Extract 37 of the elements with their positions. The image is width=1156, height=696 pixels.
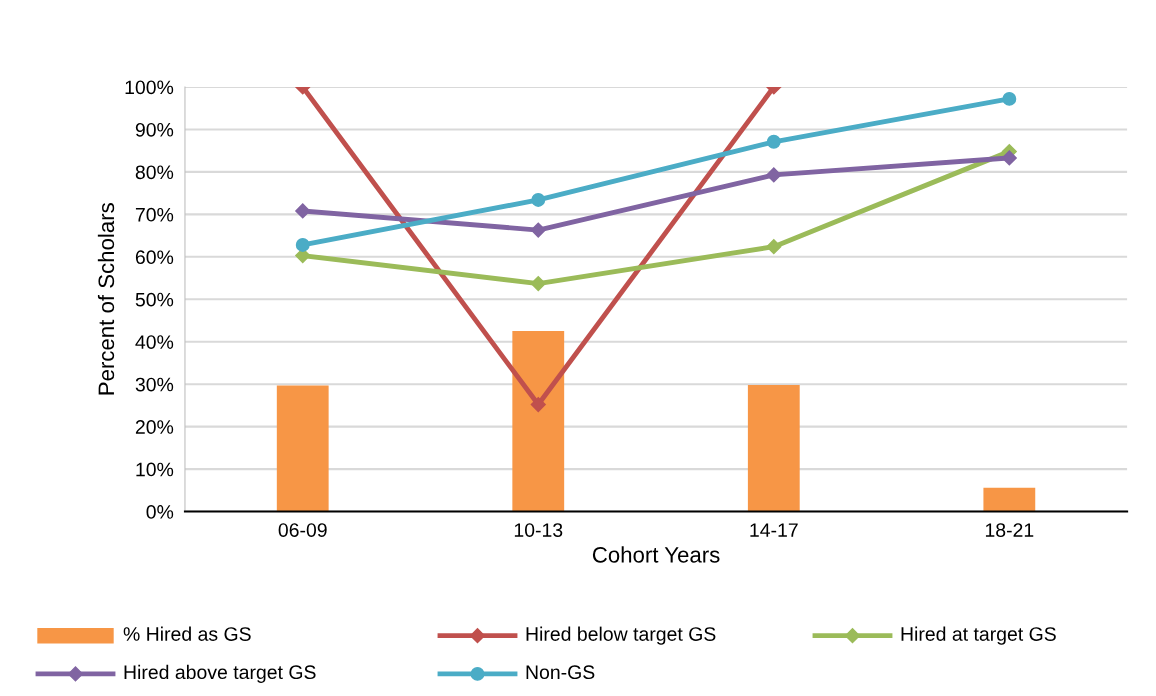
y-tick-label: 0% xyxy=(146,505,174,519)
point xyxy=(295,203,311,219)
legend-label: Hired above target GS xyxy=(124,664,316,683)
legend-label: Hired at target GS xyxy=(901,626,1056,645)
point xyxy=(531,192,546,207)
legend-label: Non-GS xyxy=(526,665,595,680)
y-tick-label: 60% xyxy=(135,250,174,265)
y-tick-label: 30% xyxy=(135,377,174,392)
y-tick-label: 20% xyxy=(135,420,174,434)
y-tick-label: 90% xyxy=(135,122,174,137)
y-tick-label: 80% xyxy=(135,165,174,180)
legend-label: Hired below target GS xyxy=(526,626,716,645)
point xyxy=(530,397,546,413)
x-tick-label: 06-09 xyxy=(278,523,327,537)
x-tick-label: 18-21 xyxy=(985,523,1034,537)
point xyxy=(766,167,782,183)
point xyxy=(1002,91,1017,106)
y-axis-title: Percent of Scholars xyxy=(97,203,115,395)
y-tick-label: 40% xyxy=(135,335,174,349)
point xyxy=(530,276,546,292)
y-tick-label: 10% xyxy=(136,462,174,477)
y-tick-label: 100% xyxy=(125,80,174,95)
x-tick-label: 14-17 xyxy=(750,523,798,537)
bar xyxy=(983,487,1036,512)
y-tick-label: 50% xyxy=(135,292,174,307)
bar xyxy=(747,385,800,512)
y-tick-label: 70% xyxy=(135,207,174,222)
bar xyxy=(512,331,565,512)
x-tick-label: 10-13 xyxy=(514,523,563,537)
point xyxy=(766,134,781,149)
point xyxy=(530,222,546,238)
legend-label: % Hired as GS xyxy=(123,626,251,641)
x-axis-title: Cohort Years xyxy=(592,546,720,563)
point xyxy=(1001,150,1017,166)
point xyxy=(295,237,310,252)
point xyxy=(766,239,782,255)
bar xyxy=(276,385,329,512)
